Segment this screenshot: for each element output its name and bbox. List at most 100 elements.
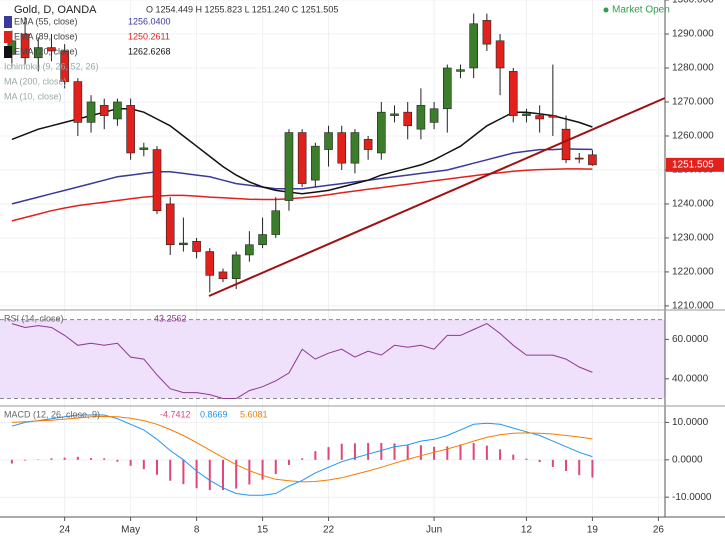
legend-swatch <box>4 16 12 28</box>
y-tick-label: 1270.000 <box>672 97 714 108</box>
histogram-bar <box>50 458 53 460</box>
candle-body <box>231 254 241 280</box>
candle-body <box>245 244 254 256</box>
y-tick-label: 1220.000 <box>672 267 714 278</box>
histogram-bar <box>195 459 198 489</box>
x-tick-label: 24 <box>59 525 71 536</box>
indicator-label: Ichimoku (9, 26, 52, 26) <box>4 61 99 71</box>
candle-body <box>429 108 439 123</box>
histogram-bar <box>208 459 211 491</box>
y-tick-label: 10.0000 <box>672 417 709 428</box>
histogram-bar <box>235 459 238 489</box>
y-tick-label: 40.0000 <box>672 373 709 384</box>
candle-body <box>192 241 201 252</box>
histogram-bar <box>182 459 185 485</box>
status-dot <box>603 7 609 13</box>
candle-body <box>297 132 307 184</box>
x-tick-label: 26 <box>653 525 665 536</box>
rsi-line <box>11 323 593 399</box>
legend-swatch <box>4 31 12 43</box>
y-tick-label: -10.0000 <box>672 492 712 503</box>
candle-body <box>152 149 162 212</box>
histogram-bar <box>142 459 145 470</box>
histogram-bar <box>63 457 66 460</box>
histogram-bar <box>419 445 422 460</box>
histogram-bar <box>565 459 568 472</box>
legend-value: 1256.0400 <box>128 16 171 26</box>
pane-value: 0.8669 <box>200 409 228 419</box>
legend-swatch <box>4 46 12 58</box>
histogram-bar <box>485 445 488 460</box>
candle-body <box>508 71 518 116</box>
histogram-bar <box>116 459 119 462</box>
legend-value: 1250.2611 <box>128 31 170 41</box>
y-tick-label: 1290.000 <box>672 29 714 40</box>
histogram-bar <box>512 454 515 460</box>
candle-body <box>456 69 465 72</box>
x-tick-label: Jun <box>426 525 442 536</box>
indicator-label: MA (10, close) <box>4 91 62 101</box>
pane-value: -4.7412 <box>160 409 191 419</box>
legend-value: 1262.6268 <box>128 46 171 56</box>
legend-label: EMA (89, close) <box>14 31 78 41</box>
candle-body <box>535 115 544 120</box>
x-tick-label: 15 <box>257 525 269 536</box>
y-tick-label: 1210.000 <box>672 301 714 312</box>
histogram-bar <box>446 446 449 460</box>
candle-body <box>350 132 360 164</box>
histogram-bar <box>129 459 132 466</box>
rsi-band <box>0 319 665 399</box>
candle-body <box>377 111 386 154</box>
histogram-bar <box>472 443 475 460</box>
histogram-bar <box>76 456 79 460</box>
x-tick-label: May <box>121 525 140 536</box>
candle-body <box>139 147 149 150</box>
histogram-bar <box>261 459 264 480</box>
y-tick-label: 1300.000 <box>672 0 714 6</box>
histogram-bar <box>499 449 502 460</box>
histogram-bar <box>169 459 172 481</box>
histogram-bar <box>393 443 396 460</box>
histogram-bar <box>525 458 528 460</box>
candle-body <box>205 251 215 276</box>
histogram-bar <box>90 457 93 460</box>
candle-body <box>218 271 228 280</box>
candle-body <box>495 40 505 69</box>
candle-body <box>99 105 109 116</box>
histogram-bar <box>10 459 13 464</box>
candle-body <box>390 113 399 116</box>
y-tick-label: 1280.000 <box>672 63 714 74</box>
x-tick-label: 8 <box>194 525 200 536</box>
ohlc-header: O 1254.449 H 1255.823 L 1251.240 C 1251.… <box>146 4 338 14</box>
candle-body <box>33 47 43 59</box>
candle-body <box>86 101 96 123</box>
ema-line <box>11 168 593 222</box>
histogram-bar <box>380 443 383 460</box>
candle-body <box>442 67 452 110</box>
candle-body <box>522 113 531 116</box>
histogram-bar <box>24 459 27 461</box>
candle-body <box>20 33 30 59</box>
candle-body <box>73 81 83 123</box>
x-tick-label: 12 <box>521 525 533 536</box>
marks-layer <box>7 13 597 496</box>
candle-body <box>311 145 320 181</box>
candle-body <box>561 128 571 161</box>
histogram-bar <box>591 459 594 478</box>
market-status: Market Open <box>612 5 670 16</box>
candle-body <box>482 20 492 45</box>
candle-body <box>574 157 584 160</box>
trend-line <box>208 97 666 297</box>
candle-body <box>337 132 347 164</box>
candle-body <box>363 139 373 150</box>
candle-body <box>403 111 413 127</box>
histogram-bar <box>274 459 277 475</box>
histogram-bar <box>314 451 317 460</box>
y-tick-label: 0.0000 <box>672 454 703 465</box>
histogram-bar <box>578 459 581 476</box>
histogram-bar <box>327 447 330 460</box>
histogram-bar <box>221 459 224 491</box>
pane-title: RSI (14, close) <box>4 313 64 323</box>
y-tick-label: 1240.000 <box>672 199 714 210</box>
